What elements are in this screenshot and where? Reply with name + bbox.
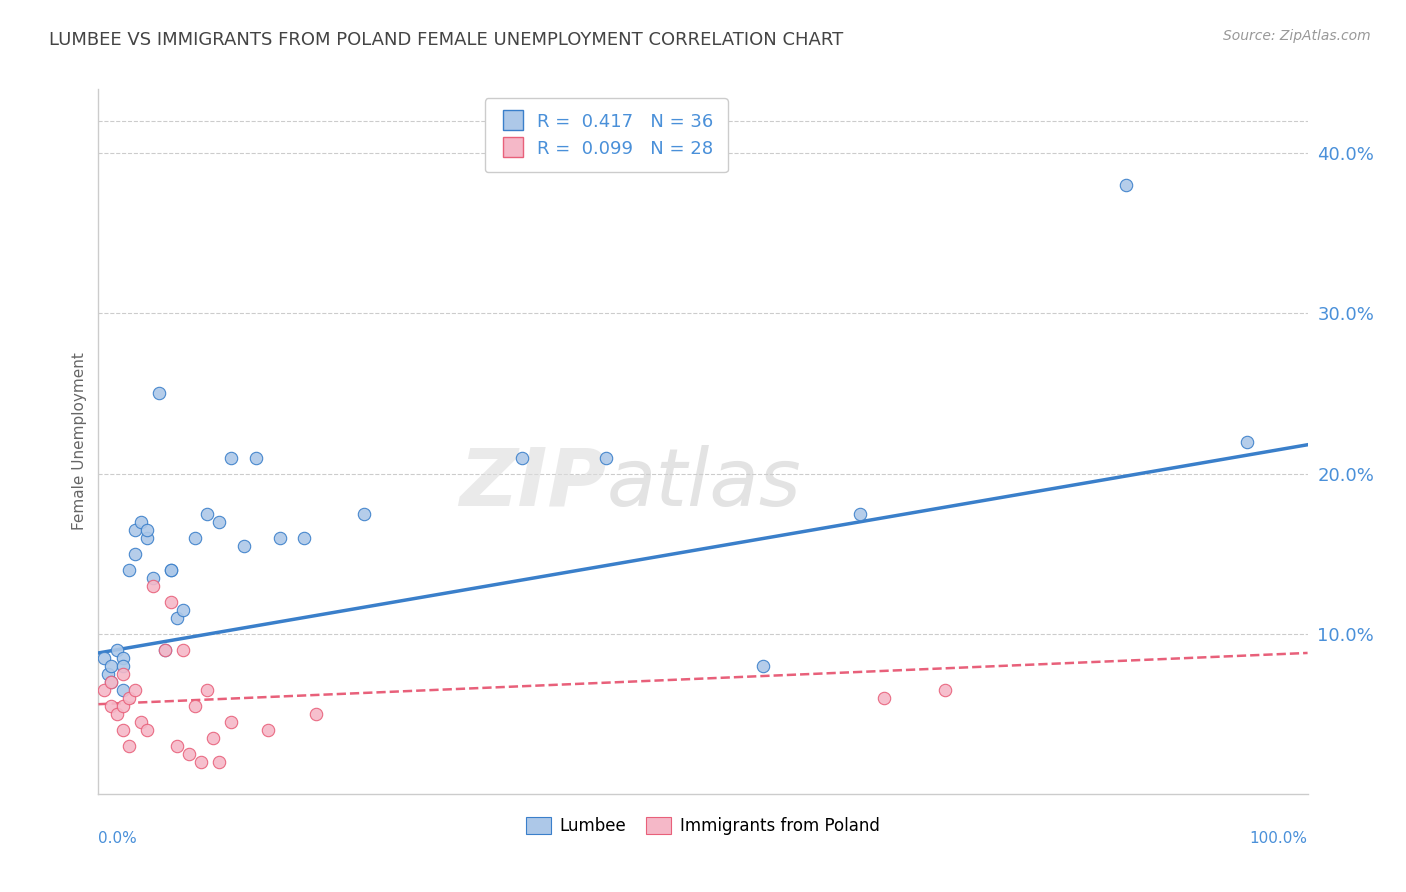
Point [221, 450, 243, 465]
Point [124, 523, 146, 537]
Point [160, 563, 183, 577]
Point [93, 682, 115, 697]
Point [153, 642, 176, 657]
Point [124, 547, 146, 561]
Point [245, 450, 267, 465]
Point [256, 723, 278, 737]
Point [269, 531, 291, 545]
Text: LUMBEE VS IMMIGRANTS FROM POLAND FEMALE UNEMPLOYMENT CORRELATION CHART: LUMBEE VS IMMIGRANTS FROM POLAND FEMALE … [49, 31, 844, 49]
Point [184, 531, 207, 545]
Text: atlas: atlas [606, 445, 801, 523]
Point [111, 723, 134, 737]
Point [93, 650, 115, 665]
Point [129, 714, 152, 729]
Point [100, 674, 122, 689]
Point [111, 650, 134, 665]
Point [111, 666, 134, 681]
Point [118, 563, 141, 577]
Point [105, 642, 128, 657]
Point [97, 666, 120, 681]
Point [184, 698, 207, 713]
Point [221, 714, 243, 729]
Point [232, 539, 254, 553]
Point [100, 674, 122, 689]
Point [353, 507, 375, 521]
Point [100, 658, 122, 673]
Y-axis label: Female Unemployment: Female Unemployment [72, 352, 87, 531]
Point [934, 682, 956, 697]
Point [208, 515, 231, 529]
Point [111, 658, 134, 673]
Text: 0.0%: 0.0% [98, 831, 138, 847]
Legend: Lumbee, Immigrants from Poland: Lumbee, Immigrants from Poland [520, 811, 886, 842]
Point [190, 755, 212, 769]
Point [873, 690, 896, 705]
Point [195, 507, 218, 521]
Point [849, 507, 872, 521]
Point [1236, 434, 1258, 449]
Point [135, 723, 157, 737]
Text: Source: ZipAtlas.com: Source: ZipAtlas.com [1223, 29, 1371, 43]
Point [166, 739, 188, 753]
Point [148, 386, 170, 401]
Point [752, 658, 775, 673]
Point [202, 731, 225, 745]
Point [166, 610, 188, 624]
Point [153, 642, 176, 657]
Point [135, 531, 157, 545]
Text: ZIP: ZIP [458, 445, 606, 523]
Point [292, 531, 315, 545]
Point [118, 690, 141, 705]
Point [208, 755, 231, 769]
Point [142, 571, 165, 585]
Point [111, 682, 134, 697]
Point [142, 579, 165, 593]
Point [160, 595, 183, 609]
Text: 100.0%: 100.0% [1250, 831, 1308, 847]
Point [1115, 178, 1137, 193]
Point [111, 698, 134, 713]
Point [129, 515, 152, 529]
Point [172, 642, 194, 657]
Point [105, 706, 128, 721]
Point [118, 739, 141, 753]
Point [510, 450, 533, 465]
Point [179, 747, 201, 761]
Point [195, 682, 218, 697]
Point [595, 450, 617, 465]
Point [135, 523, 157, 537]
Point [305, 706, 328, 721]
Point [160, 563, 183, 577]
Point [124, 682, 146, 697]
Point [172, 603, 194, 617]
Point [100, 698, 122, 713]
